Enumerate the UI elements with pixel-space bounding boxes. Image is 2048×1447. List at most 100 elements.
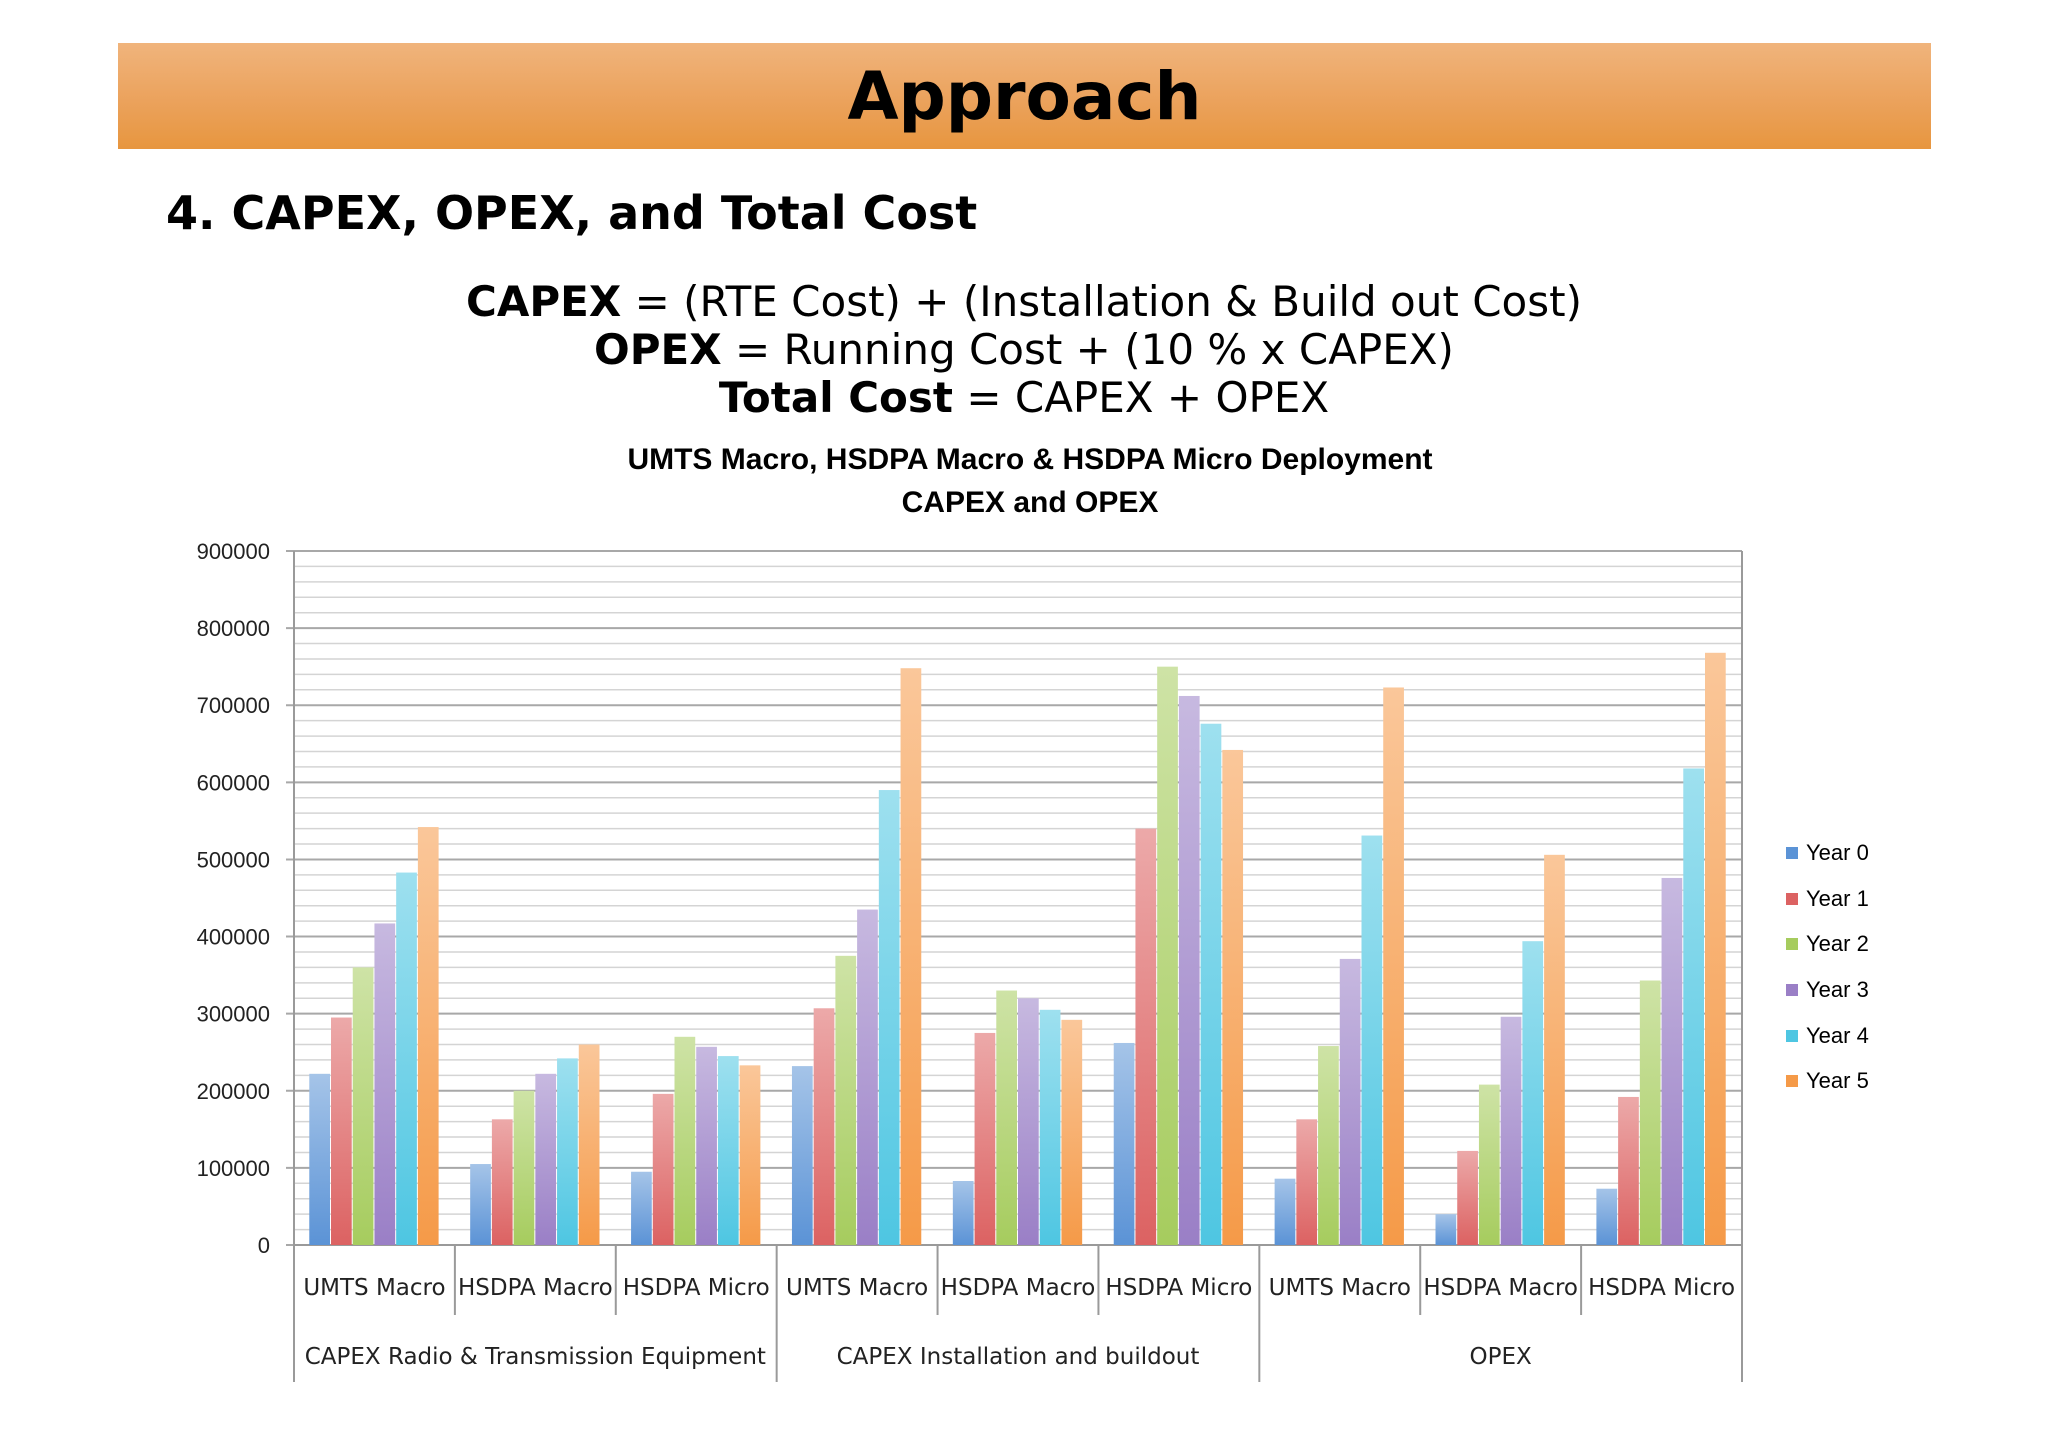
bar	[1478, 1084, 1500, 1245]
bar	[578, 1044, 600, 1245]
bar	[1113, 1042, 1135, 1245]
bar	[717, 1056, 739, 1245]
bar	[1661, 877, 1683, 1245]
y-tick-label: 700000	[197, 693, 270, 718]
x-group-label: OPEX	[1470, 1344, 1533, 1370]
formula-term: CAPEX	[466, 277, 622, 326]
bar	[1383, 687, 1404, 1245]
legend-item: Year 2	[1786, 921, 1869, 967]
bar	[1618, 1096, 1639, 1245]
bar	[1435, 1214, 1457, 1245]
bar	[1704, 652, 1726, 1245]
bar	[1318, 1046, 1339, 1245]
legend-item: Year 5	[1786, 1058, 1869, 1104]
bar	[1296, 1119, 1318, 1245]
slide-title: Approach	[847, 57, 1202, 135]
bar	[309, 1073, 331, 1245]
bar	[791, 1066, 813, 1245]
x-category-label: UMTS Macro	[786, 1275, 928, 1301]
bar	[1544, 854, 1565, 1245]
x-category-label: HSDPA Micro	[1105, 1275, 1252, 1301]
x-category-label: HSDPA Micro	[623, 1275, 770, 1301]
bar	[1018, 998, 1039, 1245]
formula-expression: = (RTE Cost) + (Installation & Build out…	[621, 277, 1582, 326]
bar	[1457, 1150, 1478, 1245]
bar	[352, 967, 374, 1245]
bar	[396, 872, 417, 1245]
bar	[417, 827, 439, 1245]
chart-title-line: UMTS Macro, HSDPA Macro & HSDPA Micro De…	[627, 443, 1433, 476]
legend-item: Year 0	[1786, 830, 1869, 876]
bar	[1339, 958, 1361, 1245]
legend-label: Year 2	[1806, 931, 1869, 957]
bar	[1500, 1016, 1522, 1245]
legend-swatch	[1786, 1075, 1798, 1088]
bar	[900, 668, 922, 1245]
legend-item: Year 4	[1786, 1013, 1869, 1059]
bar	[1522, 941, 1544, 1245]
bar	[1361, 835, 1383, 1245]
y-tick-label: 800000	[197, 616, 270, 641]
y-tick-label: 200000	[197, 1079, 270, 1104]
legend-label: Year 0	[1806, 839, 1869, 865]
x-group-label: CAPEX Radio & Transmission Equipment	[305, 1344, 766, 1370]
y-tick-label: 100000	[197, 1156, 270, 1181]
bar	[1039, 1009, 1061, 1245]
capex-formula: CAPEX = (RTE Cost) + (Installation & Bui…	[0, 278, 2048, 326]
y-tick-label: 900000	[197, 539, 270, 564]
bar	[535, 1073, 557, 1245]
bar	[331, 1017, 352, 1245]
bar	[1274, 1178, 1296, 1245]
x-category-label: HSDPA Macro	[941, 1275, 1096, 1301]
legend-swatch	[1786, 892, 1798, 905]
title-banner: Approach	[118, 43, 1931, 149]
legend-item: Year 3	[1786, 967, 1869, 1013]
legend-label: Year 1	[1806, 885, 1869, 911]
bar	[1639, 980, 1661, 1245]
formula-expression: = CAPEX + OPEX	[952, 373, 1330, 422]
opex-formula: OPEX = Running Cost + (10 % x CAPEX)	[0, 326, 2048, 374]
x-category-label: UMTS Macro	[303, 1275, 445, 1301]
legend-swatch	[1786, 1029, 1798, 1042]
bar	[491, 1119, 513, 1245]
bar	[696, 1046, 717, 1245]
y-tick-label: 0	[258, 1233, 270, 1258]
slide-subtitle: 4. CAPEX, OPEX, and Total Cost	[166, 186, 978, 240]
total-cost-formula: Total Cost = CAPEX + OPEX	[0, 374, 2048, 422]
chart-title: UMTS Macro, HSDPA Macro & HSDPA Micro De…	[430, 438, 1630, 524]
legend-swatch	[1786, 938, 1798, 951]
bar	[1157, 666, 1178, 1245]
bar	[996, 990, 1017, 1245]
formula-block: CAPEX = (RTE Cost) + (Installation & Bui…	[0, 278, 2048, 422]
legend-label: Year 5	[1806, 1068, 1869, 1094]
y-tick-label: 500000	[197, 847, 270, 872]
bar	[470, 1164, 491, 1245]
legend-swatch	[1786, 983, 1798, 996]
bar	[1135, 828, 1157, 1245]
bar	[631, 1171, 652, 1245]
legend-label: Year 3	[1806, 976, 1869, 1002]
bar	[739, 1065, 761, 1245]
x-category-label: HSDPA Macro	[458, 1275, 613, 1301]
bar	[1178, 695, 1200, 1245]
legend-item: Year 1	[1786, 876, 1869, 922]
y-tick-label: 600000	[197, 770, 270, 795]
legend-label: Year 4	[1806, 1022, 1869, 1048]
y-tick-label: 400000	[197, 925, 270, 950]
bar	[1200, 723, 1222, 1245]
chart-legend: Year 0 Year 1 Year 2 Year 3 Year 4 Year 5	[1786, 830, 1869, 1104]
x-category-label: UMTS Macro	[1269, 1275, 1411, 1301]
chart-title-line: CAPEX and OPEX	[901, 486, 1159, 519]
bar	[857, 909, 878, 1245]
bar	[557, 1058, 578, 1245]
bar	[878, 790, 900, 1245]
bar	[974, 1032, 996, 1245]
x-category-label: HSDPA Macro	[1423, 1275, 1578, 1301]
bar	[1683, 768, 1704, 1245]
legend-swatch	[1786, 846, 1798, 859]
bar	[1061, 1019, 1083, 1245]
x-group-label: CAPEX Installation and buildout	[837, 1344, 1200, 1370]
bar	[1222, 749, 1244, 1245]
formula-term: OPEX	[594, 325, 722, 374]
